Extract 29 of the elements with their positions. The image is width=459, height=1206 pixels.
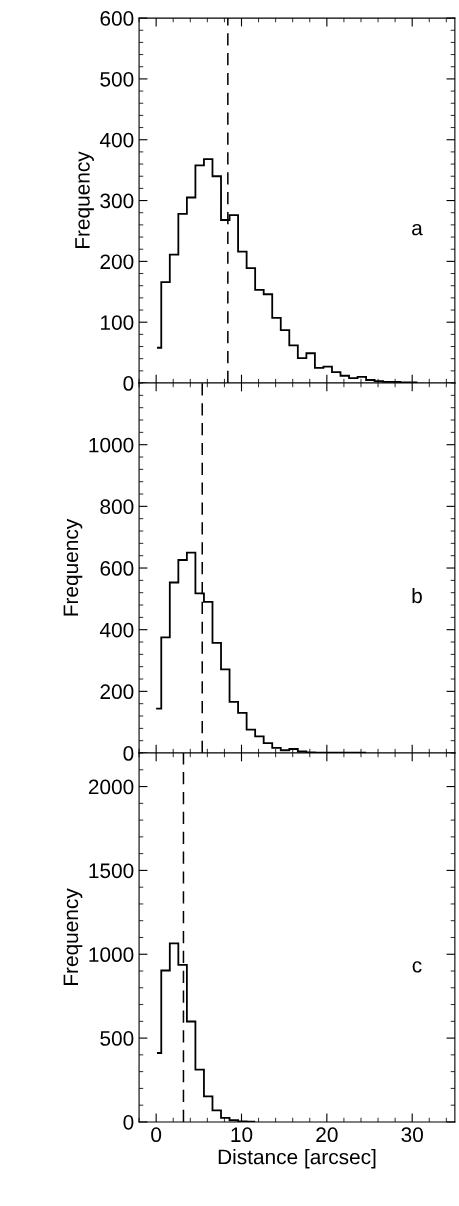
y-tick-label: 0 bbox=[123, 1114, 134, 1130]
y-tick-label: 400 bbox=[99, 132, 134, 148]
y-tick-label: 0 bbox=[123, 376, 134, 391]
x-tick-label: 30 bbox=[401, 1127, 423, 1143]
x-tick-label: 0 bbox=[151, 1127, 162, 1143]
annotation: a bbox=[412, 223, 423, 236]
y-tick-label: 1500 bbox=[89, 863, 134, 879]
y-axis-title: Frequency bbox=[63, 518, 83, 616]
y-tick-label: 200 bbox=[100, 254, 134, 270]
y-tick-label: 600 bbox=[100, 561, 134, 576]
y-tick-label: 800 bbox=[100, 499, 134, 515]
y-tick-label: 300 bbox=[100, 193, 134, 209]
x-tick-label: 20 bbox=[316, 1127, 338, 1143]
y-tick-label: 1000 bbox=[89, 947, 134, 963]
y-tick-label: 600 bbox=[100, 11, 134, 26]
x-axis-title: Distance [arcsec] bbox=[218, 1149, 376, 1169]
x-tick-label: 10 bbox=[231, 1127, 253, 1143]
y-tick-label: 200 bbox=[100, 684, 134, 700]
y-tick-label: 400 bbox=[99, 622, 134, 638]
y-tick-label: 100 bbox=[101, 315, 134, 330]
y-tick-label: 0 bbox=[123, 746, 134, 761]
y-axis-title: Frequency bbox=[75, 151, 94, 249]
annotation: c bbox=[412, 961, 422, 973]
y-tick-label: 500 bbox=[100, 1031, 134, 1046]
y-axis-title: Frequency bbox=[63, 888, 83, 985]
y-tick-label: 500 bbox=[100, 71, 134, 87]
y-tick-label: 1000 bbox=[89, 437, 134, 453]
annotation: b bbox=[412, 587, 422, 604]
y-tick-label: 2000 bbox=[88, 779, 134, 795]
